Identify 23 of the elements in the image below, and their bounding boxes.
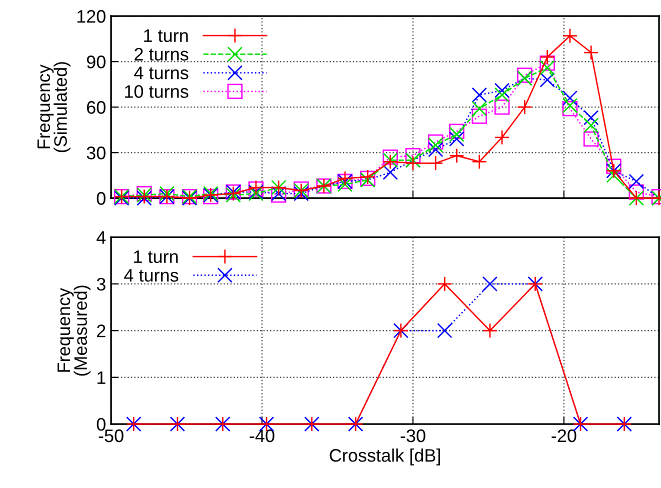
legend-label: 4 turns [124, 269, 178, 282]
y-tick-label: 30 [86, 146, 106, 160]
legend-label: 1 turn [134, 250, 178, 264]
legend-label: 2 turns [134, 48, 188, 61]
y-tick-label: 2 [97, 324, 106, 338]
y-axis-title: Frequency (Simulated) [38, 62, 70, 152]
y-tick-label: 90 [86, 56, 106, 68]
legend-label: 10 turns [125, 85, 188, 98]
y-tick-label: 60 [87, 101, 106, 114]
legend-label: 1 turn [144, 29, 188, 42]
x-tick-label: -40 [250, 429, 274, 442]
y-tick-label: 3 [96, 278, 106, 291]
y-tick-label: 120 [77, 10, 106, 23]
x-tick-label: -50 [98, 429, 124, 442]
y-tick-label: 1 [98, 371, 106, 384]
y-axis-title: Frequency (Measured) [58, 286, 91, 376]
x-tick-label: -20 [552, 429, 576, 442]
y-tick-label: 0 [96, 192, 106, 205]
y-tick-label: 0 [96, 418, 106, 431]
x-axis-title: Crosstalk [dB] [330, 448, 440, 466]
y-tick-label: 4 [96, 231, 106, 244]
legend-label: 4 turns [134, 66, 188, 80]
x-tick-label: -30 [400, 429, 426, 442]
